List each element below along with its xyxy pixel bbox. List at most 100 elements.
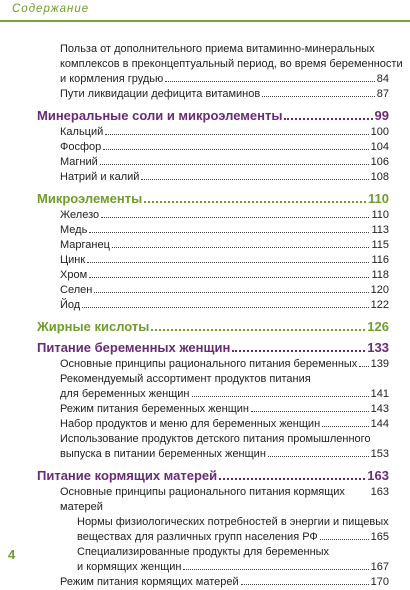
entry-row: Кальций 100 [60,125,389,140]
dot-leader [359,366,369,367]
entry-text: Фосфор [60,141,102,153]
entry-text: Йод [60,299,81,311]
page-ref: 126 [367,319,389,334]
toc-entry: Натрий и калий 108 [37,170,389,185]
toc-entry: Цинк 116 [37,253,389,268]
toc-entry: Железо 110 [37,208,389,223]
entry-row: Минеральные соли и микроэлементы 99 [37,108,389,123]
dot-leader [103,149,369,150]
toc-entry: Микроэлементы 110 [37,191,389,206]
entry-text: Основные принципы рационального питания … [60,486,345,513]
page-ref: 163 [367,468,389,483]
page-ref: 139 [370,358,389,370]
entry-row: Набор продуктов и меню для беременных же… [60,417,389,432]
entry-text: Польза от дополнительного приема витамин… [60,43,375,55]
entry-row: Марганец 115 [60,238,389,253]
dot-leader [240,584,369,585]
entry-text: для беременных женщин [60,388,190,400]
toc-entry: Режим питания беременных женщин 143 [37,402,389,417]
entry-row: веществах для различных групп населения … [77,530,389,545]
dot-leader [232,350,366,352]
entry-row: Йод 122 [60,298,389,313]
dot-leader [94,292,369,293]
dot-leader [219,478,366,480]
page-ref: 99 [374,108,389,123]
dot-leader [250,411,369,412]
entry-text: Селен [60,284,93,296]
page-ref: 122 [370,299,389,311]
entry-text: Основные принципы рационального питания … [60,358,358,370]
entry-text: Набор продуктов и меню для беременных же… [60,418,321,430]
dot-leader [183,569,369,570]
entry-text: Режим питания беременных женщин [60,403,249,415]
entry-row: Основные принципы рационального питания … [60,485,389,515]
page-ref: 106 [370,156,389,168]
toc-entry: Польза от дополнительного приема витамин… [37,42,403,87]
entry-text: Цинк [60,254,86,266]
entry-text: Марганец [60,239,110,251]
entry-text: Пути ликвидации дефицита витаминов [60,88,261,100]
entry-text: веществах для различных групп населения … [77,531,318,543]
toc-entry: Питание беременных женщин 133 [37,340,389,355]
entry-row: Хром 118 [60,268,389,283]
dot-leader [322,426,369,427]
dot-leader [89,232,370,233]
entry-row: Цинк 116 [60,253,389,268]
entry-row: Магний 106 [60,155,389,170]
entry-text: комплексов в преконцептуальный период, в… [60,58,403,70]
entry-text: Питание кормящих матерей [37,468,218,483]
toc-entry: Режим питания кормящих матерей 170 [37,575,389,590]
dot-leader [87,262,370,263]
entry-row: Основные принципы рационального питания … [60,357,389,372]
dot-leader [262,96,375,97]
toc-entry: Специализированные продукты для беременн… [37,545,389,575]
entry-text: Использование продуктов детского питания… [60,433,371,445]
toc-entry: Основные принципы рационального питания … [37,485,389,515]
entry-row: и кормления грудью 84 [60,72,389,87]
dot-leader [319,539,369,540]
toc-entry: Селен 120 [37,283,389,298]
entry-text: Натрий и калий [60,171,140,183]
entry-row: Селен 120 [60,283,389,298]
page-ref: 153 [370,448,389,460]
entry-text: выпуска в питании беременных женщин [60,448,266,460]
header: Содержание [0,0,410,22]
toc-entry: Магний 106 [37,155,389,170]
dot-leader [284,118,373,120]
page-ref: 110 [371,209,389,221]
toc-entry: Минеральные соли и микроэлементы 99 [37,108,389,123]
page-number: 4 [8,547,16,562]
page-ref: 84 [376,73,389,85]
page-ref: 133 [367,340,389,355]
entry-row: Медь 113 [60,223,389,238]
entry-text: Минеральные соли и микроэлементы [37,108,283,123]
page-ref: 87 [376,88,389,100]
page-ref: 116 [371,254,389,266]
entry-text: Железо [60,209,100,221]
toc-entry: Йод 122 [37,298,389,313]
entry-row: Пути ликвидации дефицита витаминов 87 [60,87,389,102]
toc-entry: Основные принципы рационального питания … [37,357,389,372]
entry-text: и кормления грудью [60,73,164,85]
entry-text: Медь [60,224,88,236]
dot-leader [191,396,369,397]
dot-leader [141,179,369,180]
toc-entry: Использование продуктов детского питания… [37,432,389,462]
toc-entry: Набор продуктов и меню для беременных же… [37,417,389,432]
dot-leader [82,307,369,308]
page-ref: 100 [370,126,389,138]
entry-row: Жирные кислоты 126 [37,319,389,334]
dot-leader [101,217,370,218]
dot-leader [111,247,370,248]
dot-leader [144,201,367,203]
toc-entry: Нормы физиологических потребностей в эне… [37,515,389,545]
entry-row: выпуска в питании беременных женщин 153 [60,447,389,462]
page-ref: 104 [370,141,389,153]
entry-text: Режим питания кормящих матерей [60,576,239,588]
entry-text: Хром [60,269,88,281]
toc-entry: Медь 113 [37,223,389,238]
toc-entry: Жирные кислоты 126 [37,319,389,334]
toc-entry: Питание кормящих матерей 163 [37,468,389,483]
page-ref: 163 [370,486,389,498]
entry-row: Железо 110 [60,208,389,223]
